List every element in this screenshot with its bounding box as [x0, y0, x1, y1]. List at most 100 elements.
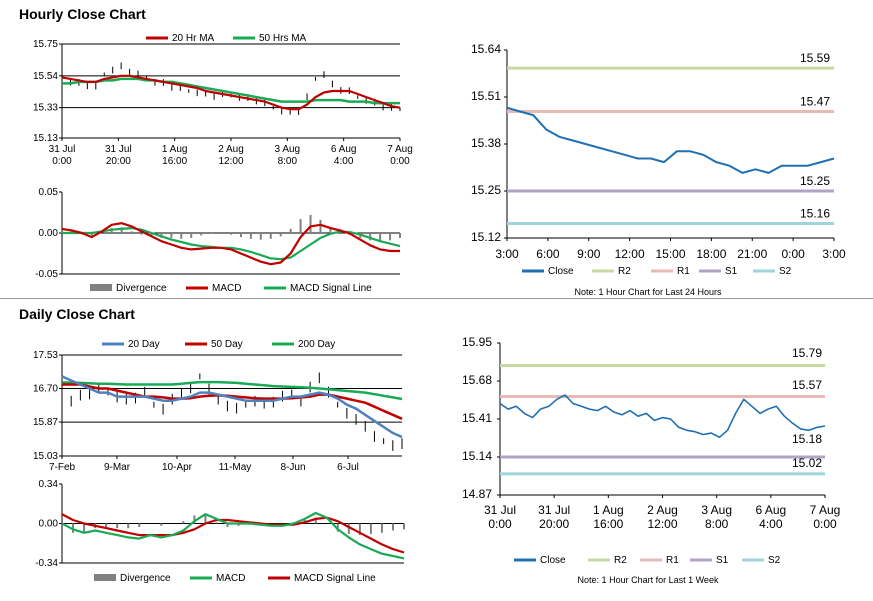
- daily-levels-note: Note: 1 Hour Chart for Last 1 Week: [578, 575, 719, 585]
- hourly-price-legend-label: 20 Hr MA: [172, 33, 215, 44]
- hourly-price-x-tick: 3 Aug: [275, 144, 301, 155]
- daily-price-x-tick: 6-Jul: [337, 462, 359, 473]
- hourly-price-x-tick: 12:00: [218, 156, 243, 167]
- daily-macd-legend-swatch: [94, 574, 116, 581]
- hourly-levels-y-tick: 15.25: [471, 183, 501, 197]
- hourly-macd-legend-label: MACD: [212, 283, 241, 294]
- daily-macd-macd-line: [61, 511, 405, 560]
- hourly-macd-legend-label: Divergence: [116, 283, 167, 294]
- daily-levels-level-label: 15.79: [792, 346, 822, 360]
- hourly-levels-y-tick: 15.12: [471, 230, 501, 244]
- hourly-macd-macd-line: [61, 222, 400, 266]
- hourly-price-x-tick: 16:00: [162, 156, 187, 167]
- daily-price-x-tick: 11-May: [219, 462, 252, 473]
- hourly-levels-legend-label: R1: [677, 266, 690, 277]
- daily-levels-y-tick: 15.41: [462, 411, 492, 425]
- daily-levels-x-tick: 2 Aug: [647, 503, 678, 517]
- daily-levels-x-tick: 0:00: [813, 517, 837, 531]
- hourly-levels-x-tick: 18:00: [696, 247, 726, 261]
- hourly-section-title: Hourly Close Chart: [19, 6, 146, 22]
- daily-macd-y-tick: -0.34: [35, 558, 58, 569]
- hourly-price-ma20-line: [61, 74, 401, 111]
- hourly-price-y-tick: 15.75: [33, 39, 58, 50]
- daily-levels-y-tick: 15.95: [462, 335, 492, 349]
- hourly-levels-x-tick: 0:00: [781, 247, 805, 261]
- daily-levels-legend-label: S2: [768, 555, 781, 566]
- daily-levels-level-label: 15.57: [792, 378, 822, 392]
- hourly-price-x-tick: 7 Aug: [387, 144, 413, 155]
- daily-levels-x-tick: 4:00: [759, 517, 783, 531]
- daily-price-ma20-line: [61, 375, 403, 439]
- daily-levels-legend-label: R1: [666, 555, 679, 566]
- hourly-levels-level-label: 15.47: [800, 94, 830, 108]
- daily-macd-y-tick: 0.00: [39, 519, 59, 530]
- daily-price-y-tick: 16.70: [33, 384, 58, 395]
- daily-levels-legend-label: R2: [614, 555, 627, 566]
- hourly-levels-level-label: 15.59: [800, 51, 830, 65]
- daily-levels-x-tick: 31 Jul: [538, 503, 570, 517]
- section-divider: [0, 298, 873, 299]
- daily-levels-x-tick: 31 Jul: [484, 503, 516, 517]
- hourly-macd-legend-label: MACD Signal Line: [290, 283, 372, 294]
- hourly-levels-x-tick: 6:00: [536, 247, 560, 261]
- daily-price-x-tick: 10-Apr: [162, 462, 193, 473]
- hourly-levels-y-tick: 15.64: [471, 42, 501, 56]
- daily-macd-y-tick: 0.34: [39, 479, 59, 490]
- daily-levels-x-tick: 3 Aug: [701, 503, 732, 517]
- daily-price-legend-label: 50 Day: [211, 339, 243, 350]
- daily-price-ma200-line: [62, 380, 403, 401]
- daily-price-ma50-line: [62, 383, 403, 420]
- hourly-price-x-tick: 31 Jul: [49, 144, 76, 155]
- hourly-levels-y-tick: 15.51: [471, 89, 501, 103]
- daily-price-x-tick: 7-Feb: [49, 462, 76, 473]
- hourly-levels-x-tick: 15:00: [655, 247, 685, 261]
- hourly-levels-level-label: 15.16: [800, 207, 830, 221]
- hourly-levels-x-tick: 9:00: [577, 247, 601, 261]
- hourly-levels-y-tick: 15.38: [471, 136, 501, 150]
- hourly-levels-close-line: [506, 106, 835, 174]
- daily-price-y-tick: 15.03: [33, 451, 58, 462]
- hourly-price-x-tick: 8:00: [278, 156, 298, 167]
- hourly-price-x-tick: 31 Jul: [105, 144, 132, 155]
- daily-price-x-tick: 9-Mar: [104, 462, 131, 473]
- daily-levels-x-tick: 16:00: [593, 517, 623, 531]
- daily-levels-x-tick: 7 Aug: [810, 503, 841, 517]
- hourly-levels-note: Note: 1 Hour Chart for Last 24 Hours: [574, 287, 722, 297]
- daily-levels-x-tick: 8:00: [705, 517, 729, 531]
- hourly-levels-legend-label: S2: [779, 266, 792, 277]
- daily-price-y-tick: 17.53: [33, 350, 58, 361]
- hourly-macd-legend-swatch: [90, 284, 112, 291]
- daily-levels-close-line: [499, 394, 826, 439]
- hourly-price-x-tick: 6 Aug: [331, 144, 357, 155]
- daily-levels-x-tick: 20:00: [539, 517, 569, 531]
- hourly-price-x-tick: 0:00: [52, 156, 72, 167]
- daily-section-title: Daily Close Chart: [19, 306, 135, 322]
- hourly-levels-x-tick: 21:00: [737, 247, 767, 261]
- daily-price-y-tick: 15.87: [33, 417, 58, 428]
- daily-levels-legend-label: S1: [716, 555, 729, 566]
- daily-price-x-tick: 8-Jun: [280, 462, 305, 473]
- hourly-levels-x-tick: 3:00: [495, 247, 519, 261]
- hourly-price-x-tick: 0:00: [390, 156, 410, 167]
- hourly-macd-y-tick: -0.05: [35, 269, 58, 280]
- daily-levels-level-label: 15.18: [792, 432, 822, 446]
- hourly-levels-x-tick: 3:00: [822, 247, 846, 261]
- daily-levels-y-tick: 15.68: [462, 373, 492, 387]
- hourly-price-legend-label: 50 Hrs MA: [259, 33, 307, 44]
- hourly-price-y-tick: 15.54: [33, 71, 58, 82]
- hourly-levels-level-label: 15.25: [800, 174, 830, 188]
- daily-levels-x-tick: 1 Aug: [593, 503, 624, 517]
- hourly-levels-legend-label: Close: [548, 266, 574, 277]
- hourly-price-x-tick: 4:00: [334, 156, 354, 167]
- hourly-price-x-tick: 20:00: [106, 156, 131, 167]
- hourly-price-y-tick: 15.13: [33, 133, 58, 144]
- daily-macd-legend-label: MACD Signal Line: [294, 573, 376, 584]
- hourly-price-x-tick: 1 Aug: [162, 144, 188, 155]
- hourly-price-ma50-line: [62, 77, 400, 105]
- daily-levels-x-tick: 6 Aug: [755, 503, 786, 517]
- hourly-levels-x-tick: 12:00: [615, 247, 645, 261]
- daily-macd-legend-label: Divergence: [120, 573, 171, 584]
- daily-levels-y-tick: 15.14: [462, 449, 492, 463]
- daily-levels-x-tick: 0:00: [488, 517, 512, 531]
